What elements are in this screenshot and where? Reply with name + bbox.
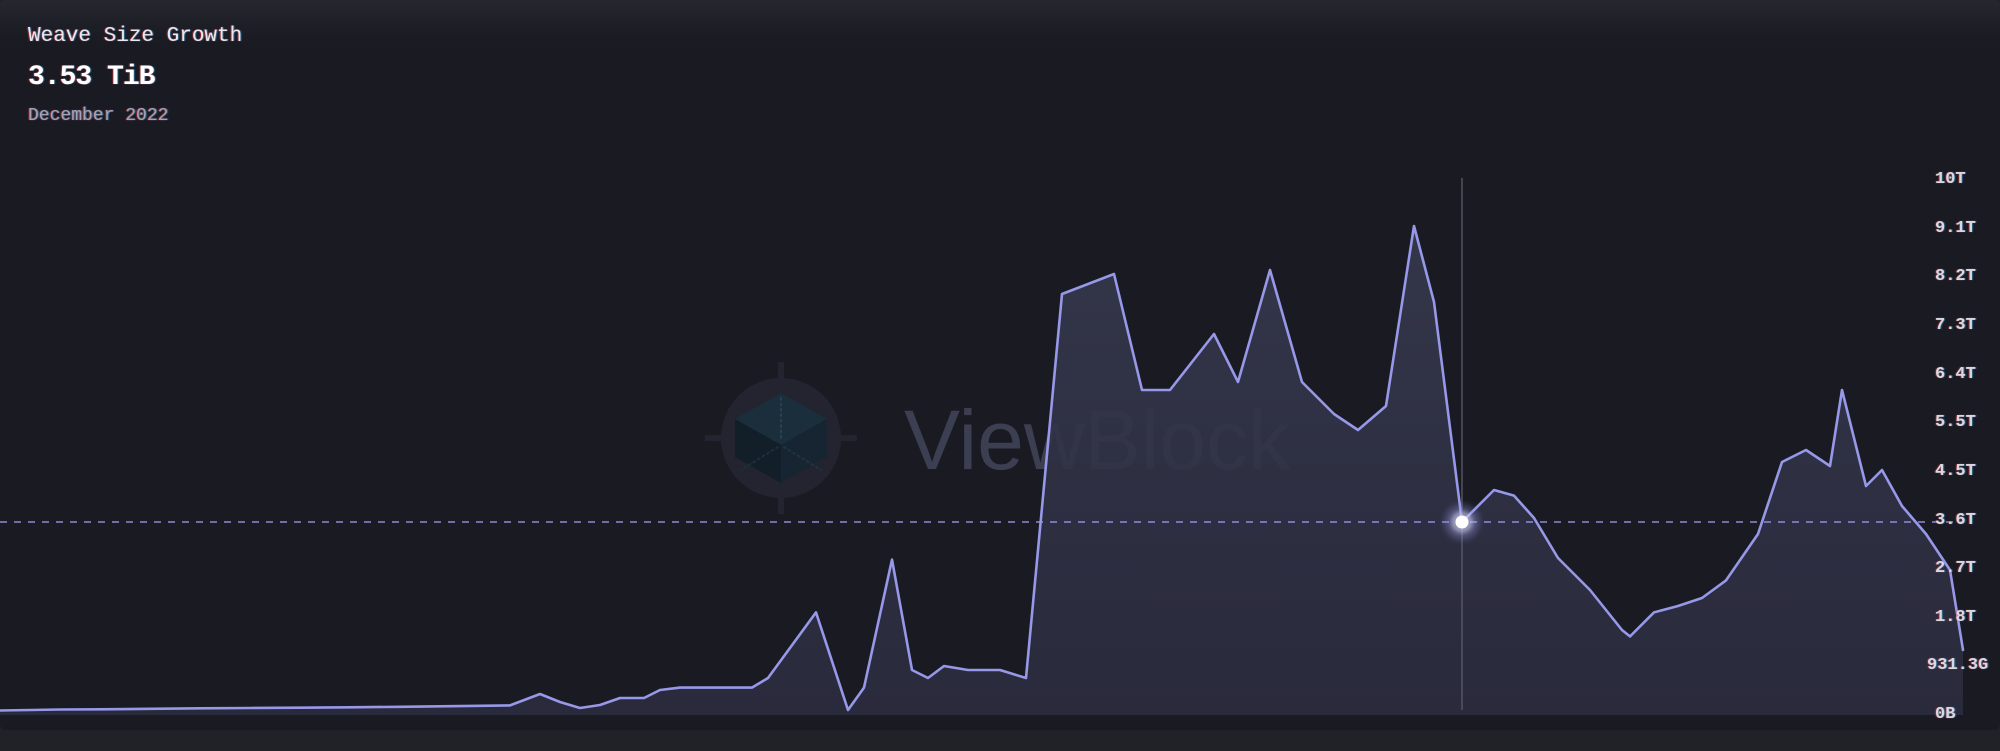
svg-text:6.4T: 6.4T — [1935, 365, 1976, 384]
svg-text:2.7T: 2.7T — [1935, 559, 1976, 578]
svg-text:931.3G: 931.3G — [1927, 656, 1988, 675]
svg-text:4.5T: 4.5T — [1935, 462, 1976, 481]
svg-text:7.3T: 7.3T — [1935, 316, 1976, 335]
svg-text:3.6T: 3.6T — [1935, 511, 1976, 530]
svg-text:10T: 10T — [1935, 170, 1966, 189]
svg-text:1.8T: 1.8T — [1935, 608, 1976, 627]
svg-text:8.2T: 8.2T — [1935, 267, 1976, 286]
svg-text:5.5T: 5.5T — [1935, 413, 1976, 432]
svg-text:9.1T: 9.1T — [1935, 219, 1976, 238]
svg-text:0B: 0B — [1935, 705, 1955, 724]
